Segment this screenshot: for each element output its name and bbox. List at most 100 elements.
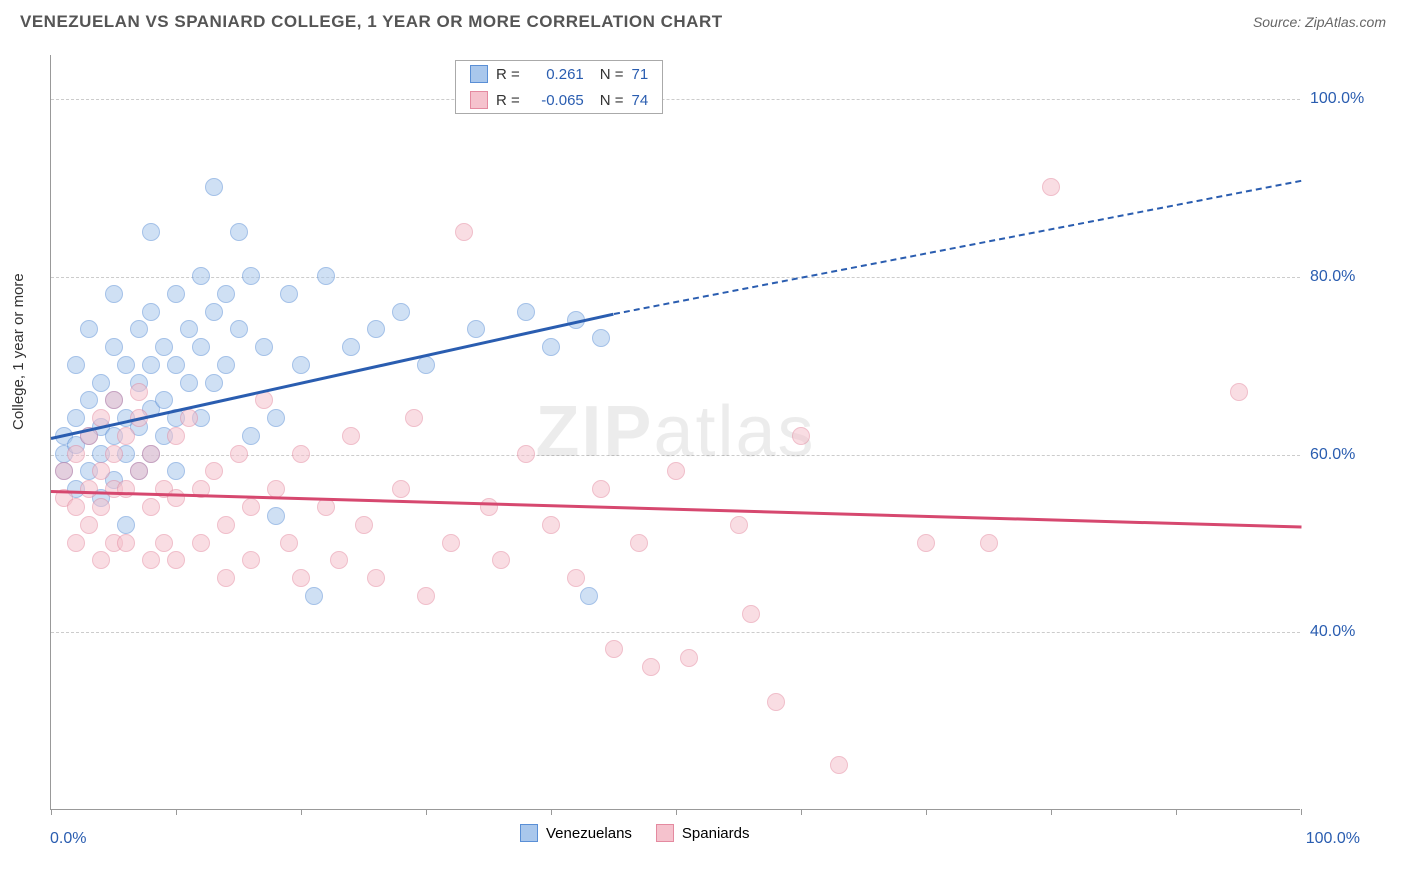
data-point: [142, 498, 160, 516]
data-point: [105, 391, 123, 409]
data-point: [367, 569, 385, 587]
data-point: [230, 445, 248, 463]
data-point: [217, 356, 235, 374]
data-point: [517, 303, 535, 321]
data-point: [267, 409, 285, 427]
data-point: [205, 178, 223, 196]
n-label: N =: [600, 92, 624, 109]
data-point: [767, 693, 785, 711]
data-point: [242, 498, 260, 516]
data-point: [192, 267, 210, 285]
data-point: [105, 338, 123, 356]
data-point: [592, 329, 610, 347]
data-point: [167, 462, 185, 480]
data-point: [417, 587, 435, 605]
data-point: [142, 551, 160, 569]
data-point: [67, 409, 85, 427]
legend-row: R =0.261N =71: [456, 61, 662, 87]
data-point: [67, 534, 85, 552]
data-point: [730, 516, 748, 534]
data-point: [292, 569, 310, 587]
data-point: [92, 374, 110, 392]
y-tick-label: 40.0%: [1310, 623, 1390, 641]
data-point: [142, 223, 160, 241]
data-point: [155, 534, 173, 552]
legend-label: Spaniards: [682, 825, 750, 842]
data-point: [917, 534, 935, 552]
data-point: [292, 356, 310, 374]
data-point: [355, 516, 373, 534]
data-point: [155, 338, 173, 356]
data-point: [130, 320, 148, 338]
data-point: [192, 338, 210, 356]
data-point: [580, 587, 598, 605]
data-point: [205, 374, 223, 392]
data-point: [255, 338, 273, 356]
data-point: [167, 285, 185, 303]
data-point: [180, 320, 198, 338]
n-value: 71: [632, 66, 649, 83]
gridline: [51, 99, 1300, 100]
x-min-label: 0.0%: [50, 830, 86, 848]
r-value: -0.065: [528, 92, 584, 109]
data-point: [242, 551, 260, 569]
data-point: [80, 516, 98, 534]
data-point: [492, 551, 510, 569]
data-point: [67, 356, 85, 374]
data-point: [117, 427, 135, 445]
data-point: [242, 427, 260, 445]
data-point: [80, 391, 98, 409]
data-point: [392, 480, 410, 498]
data-point: [642, 658, 660, 676]
legend-swatch: [470, 65, 488, 83]
scatter-chart: ZIPatlas 40.0%60.0%80.0%100.0%: [50, 55, 1300, 810]
source-attribution: Source: ZipAtlas.com: [1253, 14, 1386, 30]
x-tick: [301, 809, 302, 815]
x-tick: [801, 809, 802, 815]
legend-label: Venezuelans: [546, 825, 632, 842]
data-point: [467, 320, 485, 338]
data-point: [105, 445, 123, 463]
data-point: [280, 534, 298, 552]
data-point: [342, 427, 360, 445]
data-point: [367, 320, 385, 338]
data-point: [667, 462, 685, 480]
data-point: [517, 445, 535, 463]
data-point: [55, 462, 73, 480]
data-point: [680, 649, 698, 667]
data-point: [1042, 178, 1060, 196]
data-point: [342, 338, 360, 356]
data-point: [130, 462, 148, 480]
data-point: [542, 516, 560, 534]
y-axis-title: College, 1 year or more: [10, 273, 27, 430]
data-point: [167, 427, 185, 445]
data-point: [455, 223, 473, 241]
data-point: [80, 480, 98, 498]
legend-swatch: [656, 824, 674, 842]
data-point: [317, 267, 335, 285]
correlation-legend: R =0.261N =71R =-0.065N =74: [455, 60, 663, 114]
trend-line: [51, 490, 1301, 529]
data-point: [180, 409, 198, 427]
data-point: [155, 391, 173, 409]
x-tick: [1301, 809, 1302, 815]
x-tick: [1051, 809, 1052, 815]
data-point: [630, 534, 648, 552]
data-point: [217, 516, 235, 534]
x-max-label: 100.0%: [1306, 830, 1360, 848]
data-point: [167, 489, 185, 507]
gridline: [51, 632, 1300, 633]
data-point: [442, 534, 460, 552]
y-tick-label: 80.0%: [1310, 268, 1390, 286]
r-label: R =: [496, 66, 520, 83]
r-label: R =: [496, 92, 520, 109]
data-point: [542, 338, 560, 356]
data-point: [80, 320, 98, 338]
data-point: [230, 223, 248, 241]
x-tick: [426, 809, 427, 815]
data-point: [117, 516, 135, 534]
data-point: [92, 462, 110, 480]
data-point: [130, 383, 148, 401]
data-point: [830, 756, 848, 774]
data-point: [305, 587, 323, 605]
